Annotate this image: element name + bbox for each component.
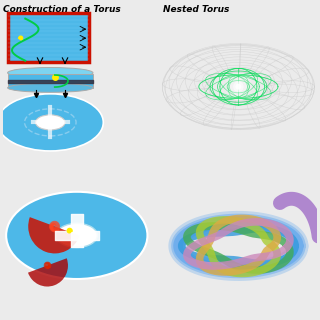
Text: Nested Torus: Nested Torus [163, 5, 229, 14]
Ellipse shape [36, 115, 65, 130]
Wedge shape [28, 217, 80, 253]
Ellipse shape [6, 192, 148, 279]
Circle shape [233, 82, 244, 92]
Wedge shape [28, 258, 68, 286]
Bar [8, 12, 89, 62]
Ellipse shape [0, 94, 103, 151]
Bar [8, 74, 93, 88]
Circle shape [225, 73, 252, 100]
Ellipse shape [56, 223, 97, 247]
Circle shape [229, 78, 247, 96]
Circle shape [236, 84, 241, 90]
Text: Construction of a Torus: Construction of a Torus [3, 5, 121, 14]
Ellipse shape [8, 68, 93, 78]
Ellipse shape [8, 83, 93, 92]
